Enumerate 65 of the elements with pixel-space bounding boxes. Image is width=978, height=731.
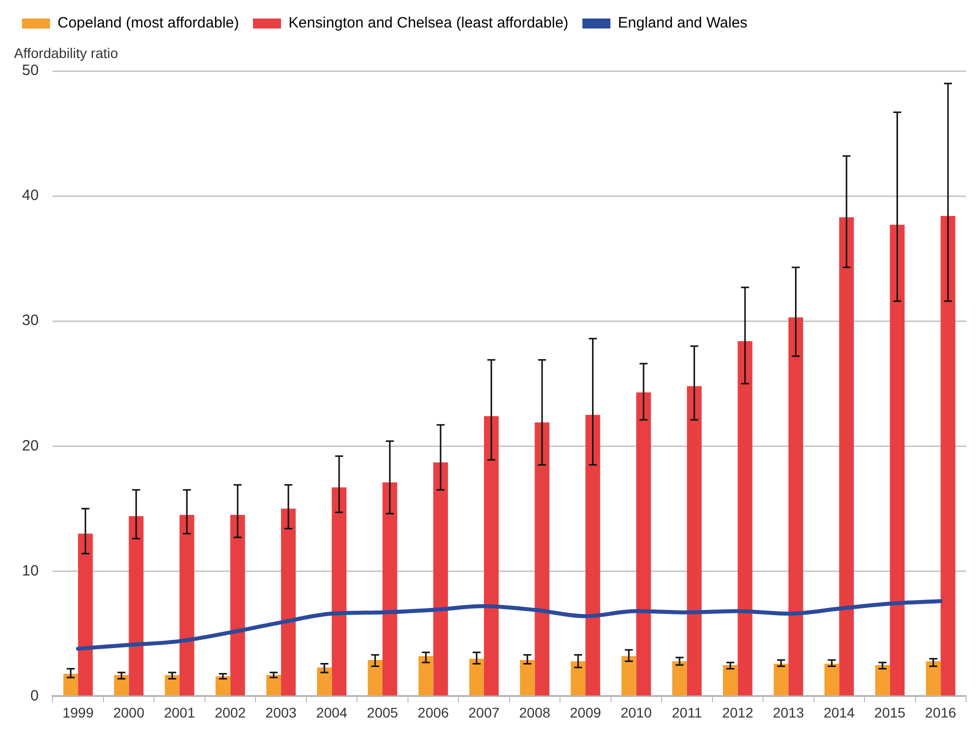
bar [164, 674, 180, 696]
y-tick-label: 0 [30, 687, 39, 704]
bar [418, 656, 434, 696]
x-tick-label: 2002 [214, 704, 246, 720]
x-tick-label: 2005 [366, 704, 398, 720]
bar [585, 414, 600, 696]
bar [266, 674, 282, 696]
x-tick-label: 2016 [925, 704, 956, 720]
bar [484, 416, 499, 696]
bar [114, 674, 129, 696]
bar [534, 422, 550, 696]
bar [128, 516, 144, 696]
x-tick-label: 2001 [164, 704, 196, 720]
x-tick-label: 2004 [316, 704, 348, 720]
bar [382, 482, 398, 696]
bar [469, 658, 484, 696]
y-tick-label: 30 [22, 312, 39, 330]
x-tick-label: 2013 [772, 704, 804, 720]
bar [216, 676, 230, 696]
x-tick-label: 2012 [722, 704, 754, 720]
bar [520, 660, 535, 696]
bar [433, 462, 448, 696]
x-tick-label: 2000 [113, 704, 145, 720]
bar [926, 661, 941, 696]
bar [672, 661, 687, 696]
bar [738, 341, 752, 696]
y-tick-label: 40 [22, 187, 39, 204]
y-tick-label: 50 [22, 62, 39, 80]
bar [890, 224, 905, 696]
bar [875, 664, 890, 696]
bar [368, 660, 382, 696]
x-tick-label: 2008 [519, 704, 550, 720]
bar [281, 508, 296, 696]
bar [180, 514, 194, 696]
bar [63, 674, 78, 696]
bar [636, 392, 651, 696]
y-axis-title: Affordability ratio [14, 44, 118, 61]
x-tick-label: 2003 [265, 704, 297, 720]
bar [824, 664, 840, 696]
bar [839, 217, 854, 696]
x-tick-label: 1999 [62, 704, 94, 720]
bar [78, 534, 93, 696]
legend-label: England and Wales [618, 14, 748, 32]
x-tick-label: 2007 [468, 704, 500, 720]
bar [940, 216, 956, 696]
x-tick-label: 2015 [874, 704, 906, 720]
x-tick-label: 2006 [418, 704, 450, 720]
bar [317, 667, 332, 696]
legend-label: Copeland (most affordable) [58, 14, 239, 32]
bar [774, 664, 788, 696]
bar [621, 656, 636, 696]
x-tick-label: 2011 [672, 704, 702, 720]
bar [332, 487, 346, 696]
y-tick-label: 20 [22, 437, 39, 454]
bar [722, 664, 738, 696]
x-tick-label: 2009 [570, 704, 602, 720]
y-tick-label: 10 [22, 562, 39, 580]
line-series [76, 599, 943, 651]
bar [686, 386, 702, 696]
x-tick-label: 2010 [620, 704, 652, 720]
bar [230, 514, 245, 696]
x-tick-label: 2014 [824, 704, 855, 720]
legend-label: Kensington and Chelsea (least affordable) [288, 14, 568, 32]
bar [788, 317, 804, 696]
bar [570, 661, 586, 696]
